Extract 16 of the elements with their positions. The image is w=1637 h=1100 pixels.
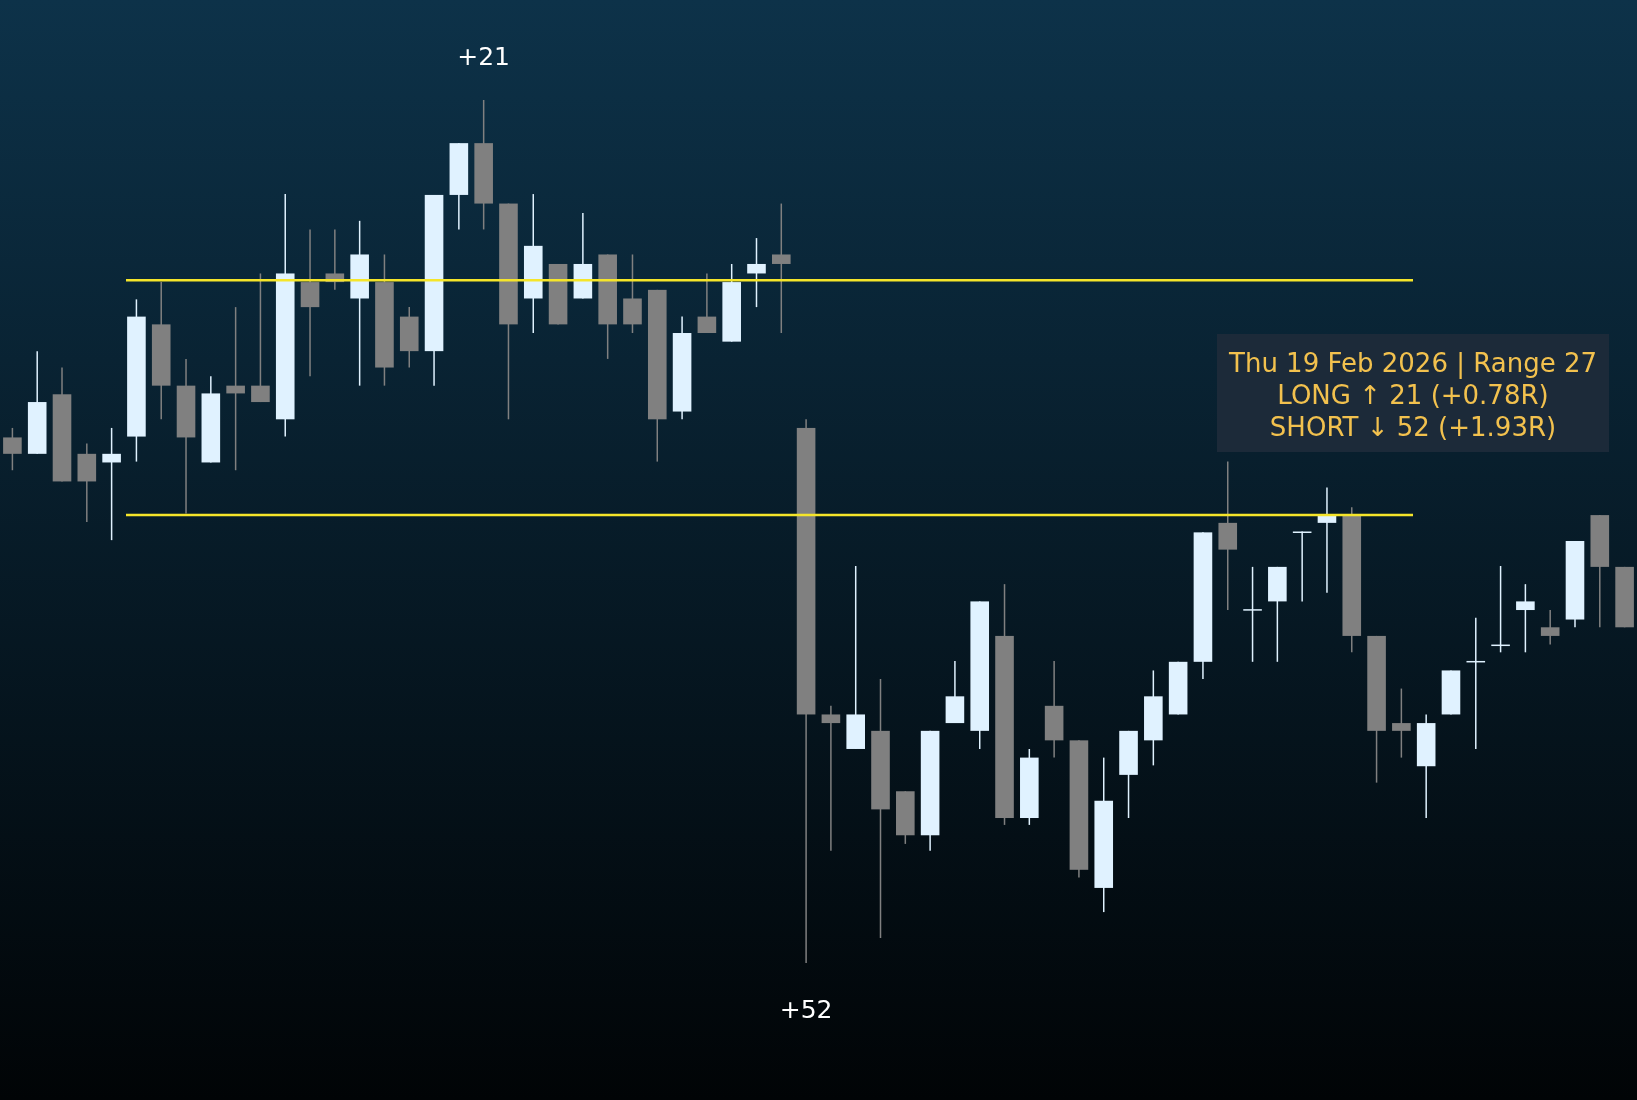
- candlestick: [771, 202, 791, 334]
- candlestick: [226, 306, 245, 471]
- candlestick: [3, 427, 22, 471]
- candlestick: [697, 272, 717, 334]
- candlestick: [747, 237, 766, 308]
- candlestick: [251, 272, 270, 403]
- annotation: +52: [779, 995, 833, 1024]
- candlestick: [1516, 583, 1535, 654]
- annotation: +21: [457, 42, 511, 71]
- candlestick: [1392, 687, 1411, 759]
- candlestick: [1540, 609, 1560, 646]
- candlestick: [1243, 566, 1262, 663]
- annotation: Thu 19 Feb 2026 | Range 27 LONG ↑ 21 (+0.78R) SHORT ↓ 52 (+1.93R): [1228, 348, 1597, 442]
- info-box: Thu 19 Feb 2026 | Range 27 LONG ↑ 21 (+0.78R) SHORT ↓ 52 (+1.93R): [1217, 334, 1609, 452]
- candlestick: [102, 427, 121, 541]
- candlestick: [821, 705, 841, 852]
